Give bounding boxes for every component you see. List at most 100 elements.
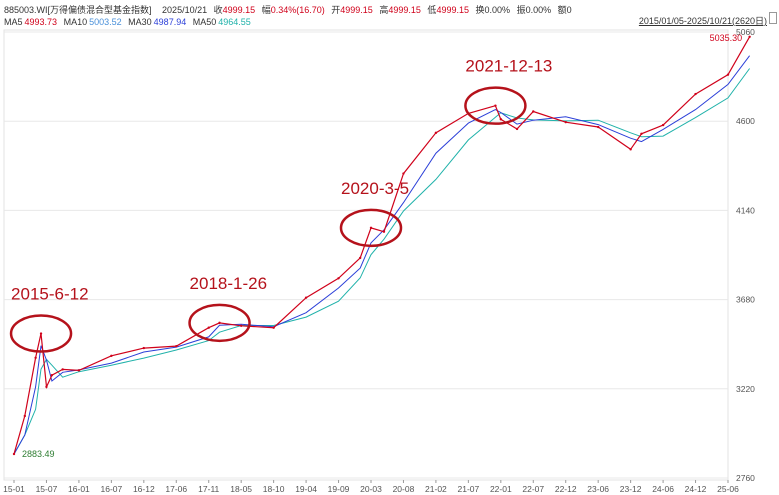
ma30-label: MA30 (128, 17, 152, 27)
x-tick-label: 25-06 (717, 484, 739, 494)
ma5-value: 4993.73 (24, 17, 58, 27)
x-tick-label: 18-10 (263, 484, 285, 494)
annotation-label: 2018-1-26 (190, 274, 268, 293)
x-tick-label: 24-06 (652, 484, 674, 494)
amplitude-label: 振 (516, 5, 526, 15)
change-label: 幅 (261, 5, 271, 15)
price-point (748, 35, 751, 38)
price-point (34, 356, 37, 359)
price-point (23, 414, 27, 418)
quote-date: 2025/10/21 (162, 5, 208, 15)
x-tick-label: 22-01 (490, 484, 512, 494)
x-tick-label: 19-04 (295, 484, 317, 494)
ma50-value: 4964.55 (218, 17, 251, 27)
amplitude-value: 0.00% (525, 5, 552, 15)
turnover-label: 换 (475, 5, 485, 15)
price-point (629, 148, 632, 151)
price-point (239, 324, 243, 327)
y-tick-label: 5060 (736, 27, 755, 37)
y-tick-label: 3680 (736, 295, 755, 305)
price-point (61, 368, 64, 371)
annotation-label: 2021-12-13 (465, 57, 552, 76)
x-tick-label: 15-01 (3, 484, 25, 494)
y-tick-label: 3220 (736, 384, 755, 394)
x-tick-label: 20-03 (360, 484, 382, 494)
price-point (304, 296, 308, 299)
ma10-value: 5003.52 (89, 17, 122, 27)
price-point (207, 326, 210, 329)
price-point (515, 127, 519, 131)
price-point (50, 374, 54, 377)
y-tick-label: 4600 (736, 116, 755, 126)
close-value: 4999.15 (222, 5, 256, 15)
low-label: 低 (427, 5, 437, 15)
ma5-label: MA5 (4, 17, 23, 27)
ma30-line (13, 55, 750, 455)
date-range-button[interactable]: 2015/01/05-2025/10/21(2620日) (638, 16, 767, 26)
x-tick-label: 16-07 (100, 484, 122, 494)
price-point (142, 346, 146, 350)
price-point (402, 172, 405, 175)
annotation-circle (464, 86, 527, 125)
open-value: 4999.15 (340, 5, 373, 15)
ma50-line (13, 68, 751, 455)
ma-line: MA5 4993.73 MA10 5003.52 MA30 4987.94 MA50 4… (4, 17, 255, 27)
ma30-value: 4987.94 (153, 17, 187, 27)
open-label: 开 (331, 5, 341, 15)
x-tick-label: 22-12 (555, 484, 577, 494)
turnover-value: 0.00% (484, 5, 511, 15)
price-point (532, 110, 535, 113)
annotation-circle (9, 314, 73, 353)
x-tick-label: 23-06 (587, 484, 609, 494)
annotation-circle (339, 208, 403, 248)
x-tick-label: 16-12 (133, 484, 155, 494)
y-tick-label: 4140 (736, 205, 755, 215)
chart-header: 885003.WI[万得偏债混合型基金指数] 2025/10/21 收4999.… (0, 0, 779, 30)
ma10-label: MA10 (63, 17, 88, 27)
x-tick-label: 15-07 (36, 484, 58, 494)
x-tick-label: 20-08 (393, 484, 415, 494)
x-tick-label: 24-12 (685, 484, 707, 494)
min-label: 2883.49 (22, 449, 55, 459)
x-tick-label: 21-02 (425, 484, 447, 494)
price-point (564, 120, 567, 124)
price-point (358, 256, 362, 260)
volume-value: 0 (566, 5, 572, 15)
x-tick-label: 16-01 (68, 484, 90, 494)
high-label: 高 (379, 5, 389, 15)
price-point (596, 125, 600, 129)
price-point (110, 354, 113, 358)
y-tick-label: 2760 (736, 473, 755, 483)
price-point (640, 132, 643, 136)
price-point (382, 230, 386, 233)
price-point (499, 118, 503, 121)
x-tick-label: 19-09 (328, 484, 350, 494)
index-code: 885003.WI[万得偏债混合型基金指数] (4, 5, 152, 15)
price-point (39, 332, 43, 335)
max-label: 5035.30 (710, 33, 743, 43)
change-value: 0.34%(16.70) (270, 5, 325, 15)
quote-line: 885003.WI[万得偏债混合型基金指数] 2025/10/21 收4999.… (4, 3, 576, 16)
price-point (369, 226, 373, 230)
x-tick-label: 22-07 (522, 484, 544, 494)
price-point (337, 277, 340, 280)
price-point (175, 344, 178, 348)
close-label: 收 (213, 5, 223, 15)
high-value: 4999.15 (388, 5, 421, 15)
price-point (661, 123, 665, 127)
ma50-label: MA50 (192, 17, 217, 27)
x-tick-label: 17-11 (198, 484, 219, 494)
price-point (272, 326, 275, 329)
x-tick-label: 21-07 (457, 484, 479, 494)
range-toggle-icon[interactable] (769, 12, 777, 24)
annotation-label: 2020-3-5 (341, 179, 409, 198)
low-value: 4999.15 (436, 5, 469, 15)
price-point (434, 131, 438, 135)
price-point (694, 92, 697, 96)
price-point (218, 321, 221, 325)
price-point (12, 452, 16, 456)
annotation-circle (188, 303, 251, 343)
price-point (45, 385, 48, 389)
price-point (494, 104, 497, 107)
